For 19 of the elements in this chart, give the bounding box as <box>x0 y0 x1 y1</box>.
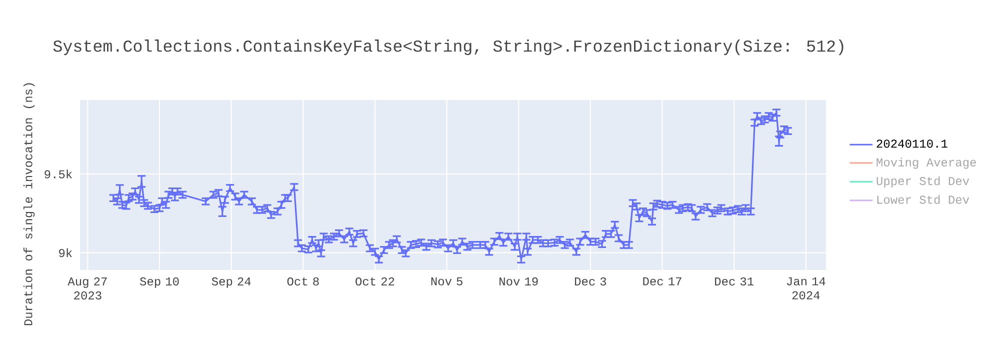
x-tick-label: Dec 31 <box>715 277 754 286</box>
x-tick-label: Sep 10 <box>140 277 179 288</box>
x-tick-label: Dec 3 <box>574 277 606 286</box>
legend-label: 20240110.1 <box>876 140 948 148</box>
x-tick-label: Sep 24 <box>212 277 251 288</box>
y-tick-label: 9k <box>59 248 72 258</box>
y-tick-label: 9.5k <box>44 170 72 178</box>
x-tick-label: Jan 14 2024 <box>786 277 826 300</box>
legend-label: Upper Std Dev <box>876 176 970 188</box>
x-tick-label: Nov 19 <box>500 277 538 286</box>
x-tick-label: Oct 8 <box>287 277 319 286</box>
y-axis-title: Duration of single invocation (ns) <box>23 83 35 326</box>
chart-title: System.Collections.ContainsKeyFalse<String, String>.FrozenDictionary(Size: 512) <box>53 40 844 56</box>
legend-label: Lower Std Dev <box>877 195 970 204</box>
x-tick-label: Nov 5 <box>431 277 462 286</box>
legend-label: Moving Average <box>876 158 976 169</box>
x-tick-label: Oct 22 <box>356 277 394 286</box>
x-tick-label: Aug 27 2023 <box>68 277 107 300</box>
x-tick-label: Dec 17 <box>643 277 682 286</box>
